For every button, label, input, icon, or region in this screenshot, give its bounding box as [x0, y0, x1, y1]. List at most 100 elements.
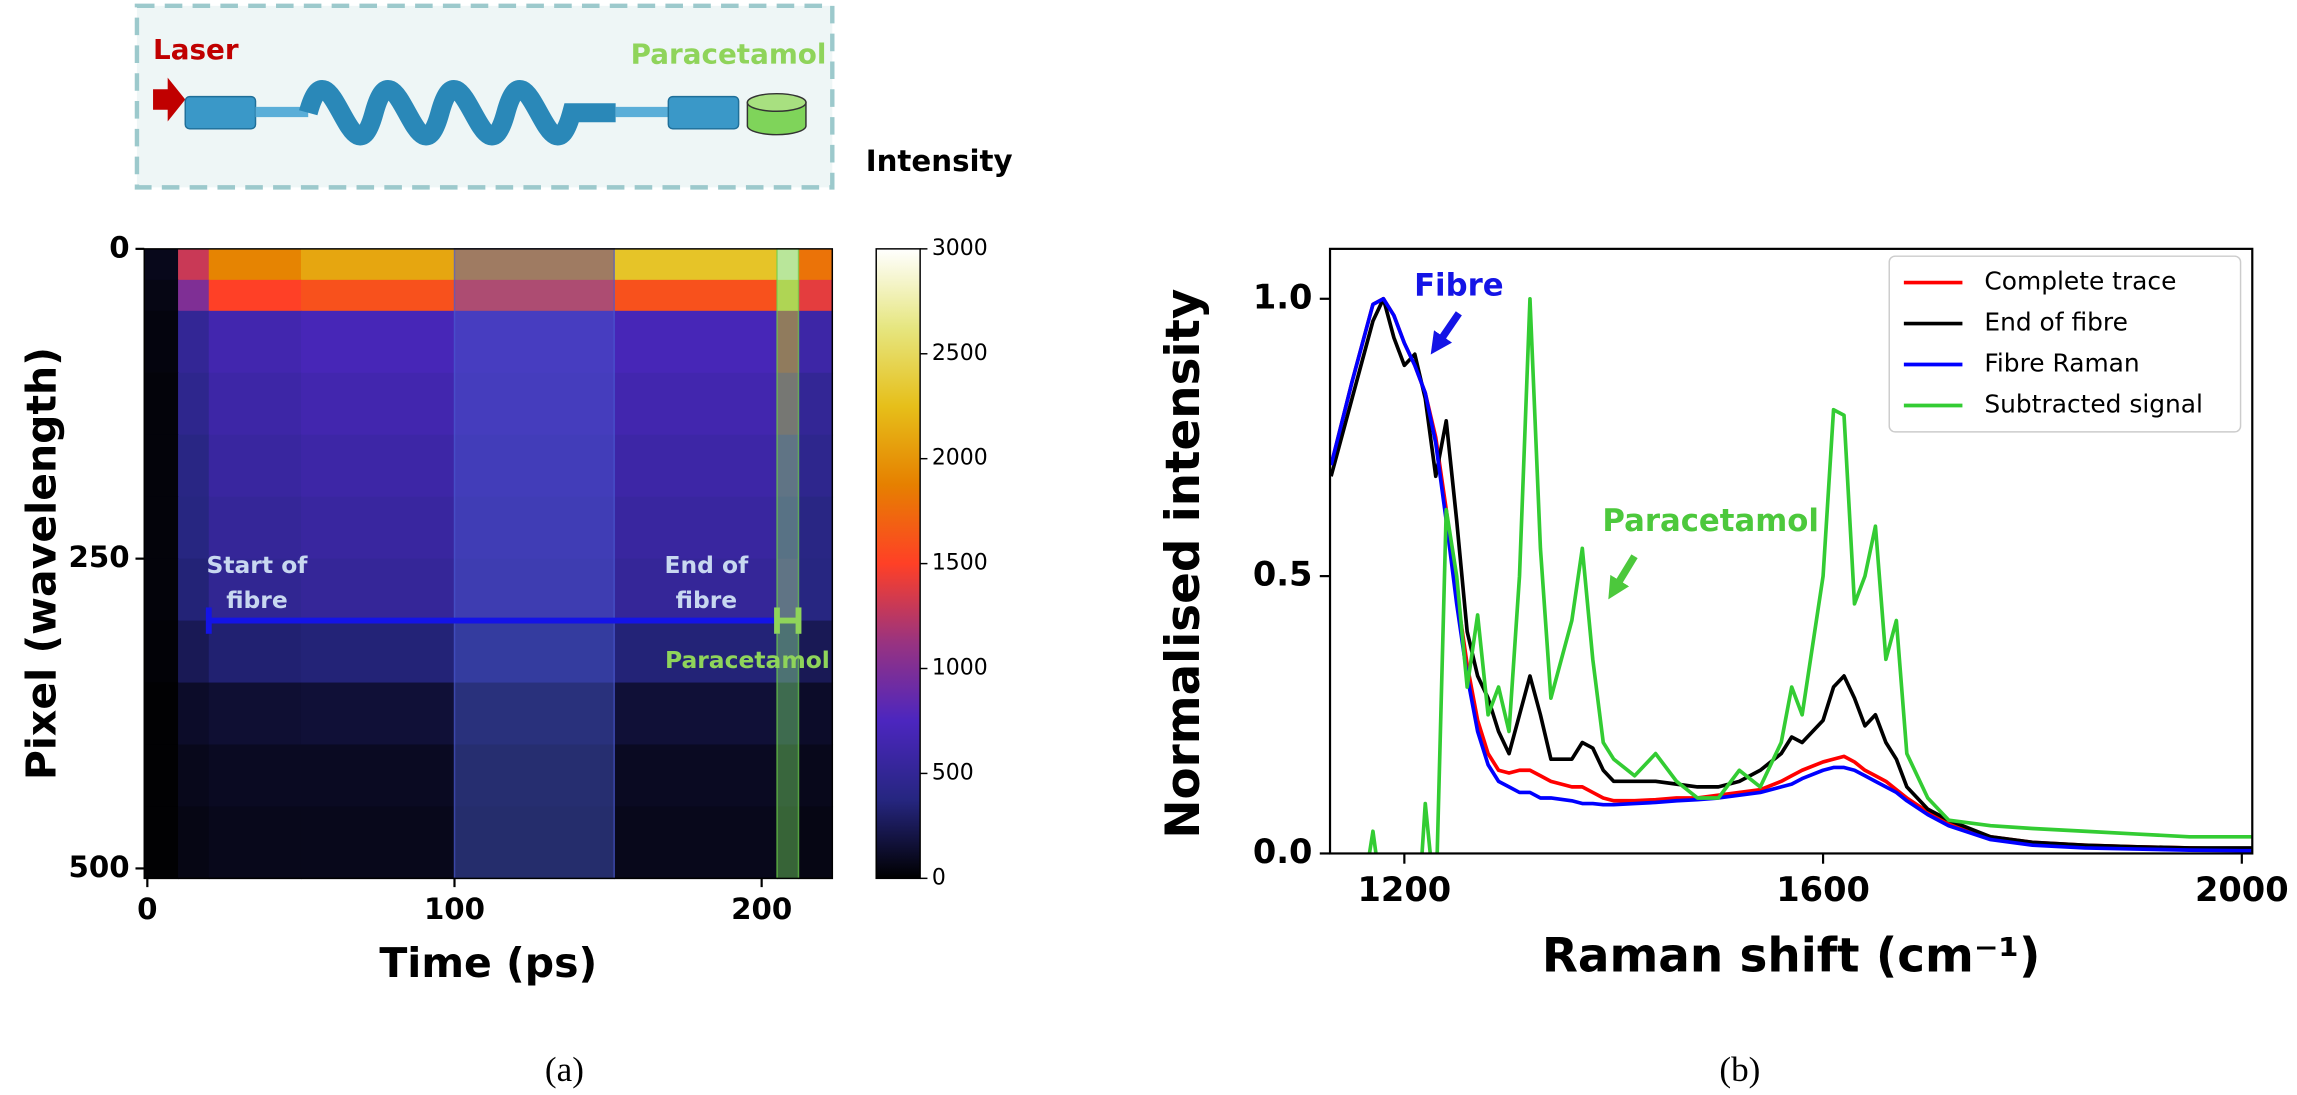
heatmap-cell	[777, 310, 800, 374]
heatmap-cell	[208, 682, 302, 746]
heatmap-cell	[614, 496, 778, 560]
heatmap-cell	[144, 279, 179, 312]
heatmap-cell	[300, 310, 456, 374]
line-panel: 1200 1600 2000 0.0 0.5 1.0 Raman shift (cm⁻¹) N…	[1157, 247, 2289, 983]
heatmap-cell	[144, 620, 179, 684]
heatmap-cell	[614, 558, 778, 622]
heatmap-cell	[777, 682, 800, 746]
heatmap-cell	[178, 434, 210, 498]
heatmap-cell	[614, 620, 778, 684]
heatmap-cell	[777, 434, 800, 498]
fibre	[255, 106, 309, 118]
heatmap-cell	[144, 434, 179, 498]
heatmap-cell	[777, 496, 800, 560]
annotation-arrow	[1430, 311, 1462, 355]
y-tick-label: 0	[109, 230, 129, 264]
heatmap-cell	[144, 558, 179, 622]
colorbar-tick-label: 2000	[932, 446, 988, 471]
y-axis-title: Normalised intensity	[1157, 289, 1211, 839]
heatmap-cell	[798, 496, 834, 560]
heatmap-cell	[144, 496, 179, 560]
heatmap-cell	[300, 806, 456, 880]
heatmap-cell	[777, 372, 800, 436]
heatmap-cell	[777, 744, 800, 808]
y-tick-label: 0.5	[1253, 555, 1313, 594]
heatmap-cell	[614, 248, 778, 281]
heatmap-cell	[777, 558, 800, 622]
heatmap-cell	[798, 806, 834, 880]
heatmap-cell	[777, 279, 800, 312]
annotation: Paracetamol	[665, 646, 830, 674]
heatmap-cell	[300, 434, 456, 498]
plot-frame	[143, 248, 834, 880]
x-tick-label: 1200	[1358, 870, 1452, 909]
data-line	[1330, 296, 2253, 853]
heatmap-cell	[178, 744, 210, 808]
heatmap-cell	[300, 372, 456, 436]
heatmap-cell	[178, 682, 210, 746]
coupler	[667, 95, 740, 130]
heatmap-cell	[454, 620, 615, 684]
heatmap-cell	[614, 744, 778, 808]
diagram-label: Paracetamol	[631, 38, 827, 71]
colorbar-tick-label: 1000	[932, 656, 988, 681]
heatmap-cell	[454, 248, 615, 281]
heatmap-cell	[208, 434, 302, 498]
heatmap-cell	[300, 279, 456, 312]
fibre	[615, 106, 669, 118]
heatmap-cell	[208, 806, 302, 880]
heatmap-cell	[798, 372, 834, 436]
colorbar-tick-label: 2500	[932, 341, 988, 366]
colorbar-tick-label: 1500	[932, 551, 988, 576]
heatmap-cell	[777, 248, 800, 281]
heatmap-cell	[798, 248, 834, 281]
heatmap-cell	[798, 434, 834, 498]
heatmap-cell	[454, 558, 615, 622]
y-tick-label: 0.0	[1253, 832, 1313, 871]
heatmap-cell	[798, 279, 834, 312]
heatmap-cell	[208, 248, 302, 281]
x-tick-label: 100	[424, 892, 485, 926]
heatmap-cell	[454, 372, 615, 436]
heatmap-cell	[454, 744, 615, 808]
heatmap-cell	[614, 310, 778, 374]
caption: (a)	[545, 1050, 584, 1089]
data-line	[1367, 296, 2253, 854]
x-tick-label: 2000	[2195, 870, 2289, 909]
colorbar	[875, 248, 921, 880]
heatmap-cell	[208, 620, 302, 684]
heatmap-cell	[208, 496, 302, 560]
heatmap-cell	[454, 496, 615, 560]
heatmap-cell	[144, 310, 179, 374]
heatmap-cell	[614, 372, 778, 436]
x-tick-label: 1600	[1776, 870, 1870, 909]
y-axis-title: Pixel (wavelength)	[18, 347, 66, 780]
heatmap-cell	[300, 248, 456, 281]
annotation: Fibre	[1414, 267, 1504, 303]
heatmap-cell	[300, 744, 456, 808]
highlight-band	[453, 248, 615, 880]
heatmap-panel: Start of fibre End of fibre Paracetamol 0 100 2…	[18, 144, 1013, 987]
heatmap-cell	[178, 558, 210, 622]
heatmap-cell	[798, 558, 834, 622]
highlight-band	[776, 248, 800, 880]
heatmap-cell	[178, 248, 210, 281]
x-axis-title: Time (ps)	[379, 939, 597, 987]
heatmap-cell	[178, 620, 210, 684]
heatmap-cell	[777, 620, 800, 684]
heatmap-cell	[208, 372, 302, 436]
legend-label: Fibre Raman	[1984, 349, 2139, 378]
plot-frame	[1328, 247, 2254, 855]
heatmap-cell	[178, 310, 210, 374]
heatmap-cell	[208, 744, 302, 808]
heatmap-cell	[178, 279, 210, 312]
coupler	[184, 95, 257, 130]
heatmap-cell	[614, 279, 778, 312]
heatmap-cell	[798, 620, 834, 684]
colorbar-title: Intensity	[866, 144, 1013, 178]
colorbar-tick-label: 0	[932, 865, 946, 890]
annotation: Start of	[206, 551, 308, 579]
annotation: End of	[664, 551, 749, 579]
heatmap-cell	[144, 372, 179, 436]
